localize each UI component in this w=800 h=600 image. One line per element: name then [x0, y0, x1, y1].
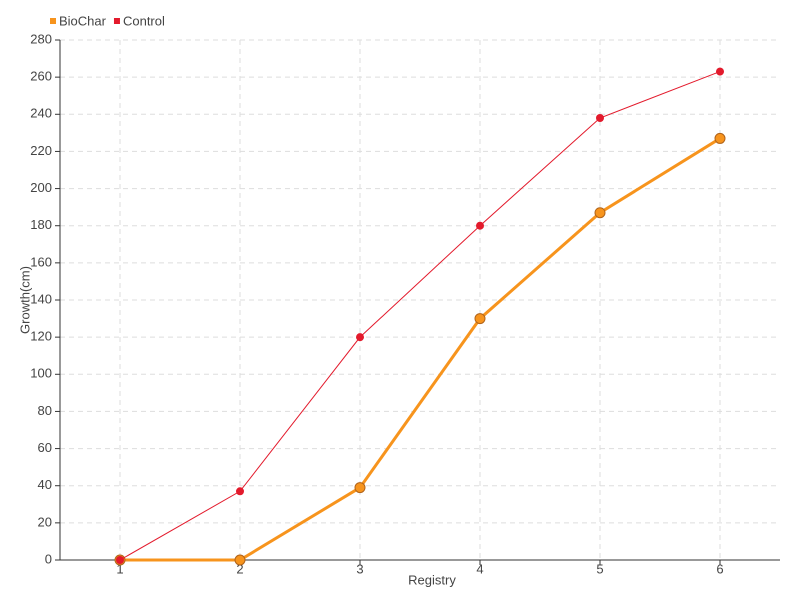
y-tick-label: 80	[38, 403, 52, 418]
y-tick-label: 180	[30, 217, 52, 232]
series-line	[119, 71, 721, 561]
data-point	[356, 333, 364, 342]
y-tick-label: 280	[30, 31, 52, 46]
y-tick-label: 120	[30, 329, 52, 344]
data-point	[234, 554, 246, 566]
y-tick-label: 200	[30, 180, 52, 195]
y-tick-label: 160	[30, 254, 52, 269]
series-line	[120, 137, 721, 562]
data-point	[594, 207, 606, 219]
data-point	[476, 221, 484, 230]
legend-label: Control	[123, 13, 165, 28]
data-point	[116, 556, 124, 564]
y-tick-label: 240	[30, 106, 52, 121]
y-tick-label: 100	[30, 366, 52, 381]
legend-label: BioChar	[59, 13, 107, 28]
x-axis-label: Registry	[408, 572, 456, 587]
data-point	[596, 114, 604, 122]
x-tick-label: 3	[356, 561, 363, 576]
y-tick-label: 220	[30, 143, 52, 158]
y-tick-label: 140	[30, 291, 52, 306]
data-point	[716, 67, 724, 76]
y-tick-label: 260	[30, 69, 52, 84]
x-tick-label: 4	[476, 561, 483, 576]
data-point	[354, 482, 366, 494]
y-tick-label: 20	[38, 514, 52, 529]
x-tick-label: 1	[116, 561, 123, 576]
y-tick-label: 60	[38, 440, 52, 455]
x-tick-label: 6	[716, 561, 723, 576]
data-point	[714, 132, 726, 144]
y-tick-label: 0	[45, 551, 52, 566]
legend-swatch	[50, 18, 56, 24]
y-axis-label: Growth(cm)	[17, 266, 32, 334]
data-point	[474, 313, 486, 325]
x-tick-label: 5	[596, 561, 603, 576]
data-point	[236, 487, 244, 496]
legend-swatch	[113, 18, 120, 24]
y-tick-label: 40	[38, 477, 52, 492]
x-tick-label: 2	[236, 561, 243, 576]
